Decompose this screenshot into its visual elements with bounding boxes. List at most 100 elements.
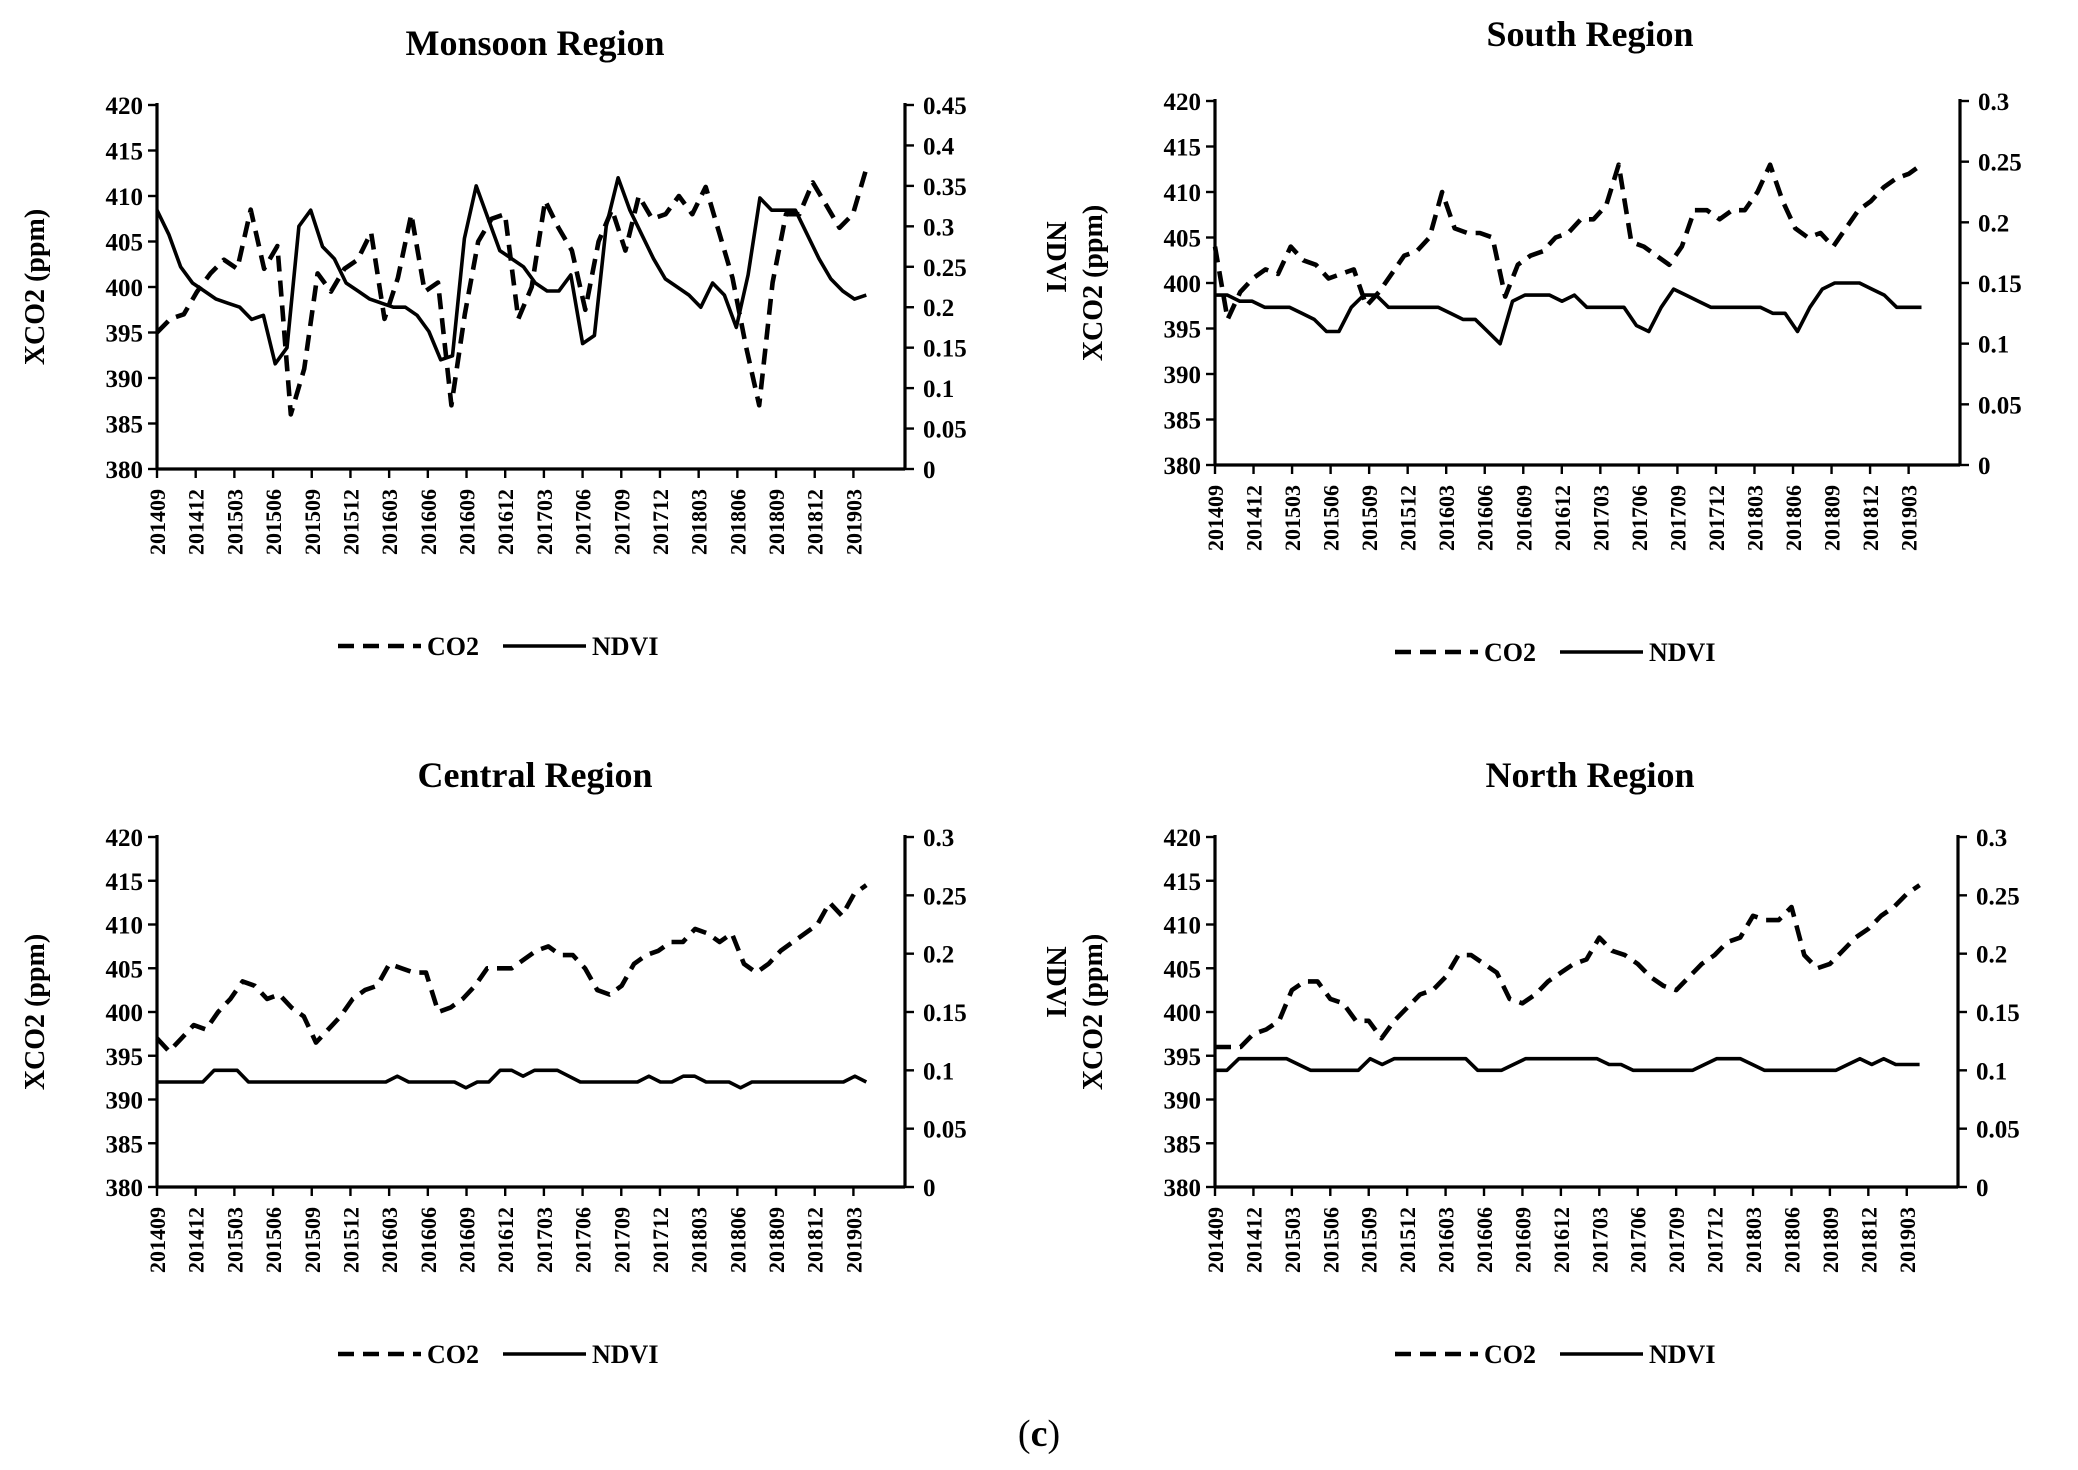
right-tick-label: 0.25 (923, 883, 967, 910)
legend: CO2 NDVI (1395, 638, 1715, 667)
legend-ndvi-label: NDVI (592, 632, 658, 661)
x-tick-label: 201603 (377, 489, 402, 555)
x-tick-label: 201503 (1280, 1207, 1305, 1273)
x-tick-label: 201803 (687, 489, 712, 555)
x-tick-label: 201712 (648, 1207, 673, 1273)
left-tick-label: 420 (1164, 825, 1202, 852)
left-tick-label: 405 (106, 956, 144, 983)
co2-series-line (155, 883, 868, 1054)
co2-series-line (1215, 883, 1921, 1050)
right-tick-label: 0.05 (1976, 1117, 2020, 1144)
chart-title: Central Region (418, 755, 653, 795)
south-region-panel: South Region 380 385 390 395 400 405 410 415 420 0… (1078, 14, 2022, 667)
x-tick-label: 201903 (1897, 485, 1922, 551)
co2-series-line (155, 168, 869, 417)
left-tick-label: 400 (1164, 271, 1202, 298)
x-tick-label: 201703 (1587, 1207, 1612, 1273)
x-tick-label: 201809 (1818, 1207, 1843, 1273)
x-tick-label: 201706 (571, 1207, 596, 1273)
left-tick-label: 415 (106, 869, 144, 896)
right-tick-label: 0.2 (923, 942, 954, 969)
legend: CO2 NDVI (338, 1340, 658, 1369)
x-tick-label: 201903 (841, 489, 866, 555)
x-tick-label: 201603 (1434, 1207, 1459, 1273)
ndvi-series-line (157, 1068, 868, 1090)
x-tick-label: 201412 (1241, 1207, 1266, 1273)
x-tick-label: 201903 (1895, 1207, 1920, 1273)
x-tick-label: 201606 (416, 1207, 441, 1273)
right-tick-label: 0.1 (923, 1058, 954, 1085)
x-tick-label: 201706 (1627, 485, 1652, 551)
x-tick-label: 201606 (416, 489, 441, 555)
x-tick-label: 201512 (1396, 485, 1421, 551)
x-tick-label: 201606 (1472, 1207, 1497, 1273)
left-tick-label: 410 (1164, 180, 1202, 207)
x-tick-label: 201612 (1549, 1207, 1574, 1273)
x-tick-label: 201803 (1741, 1207, 1766, 1273)
right-axis-title: NDVI (1040, 221, 1071, 293)
ndvi-series-line (1215, 1056, 1920, 1073)
right-tick-label: 0.4 (923, 133, 955, 160)
right-tick-label: 0.3 (923, 214, 954, 241)
x-tick-label: 201412 (1242, 485, 1267, 551)
x-tick-label: 201703 (532, 1207, 557, 1273)
right-tick-label: 0.05 (923, 417, 967, 444)
left-tick-label: 385 (1164, 408, 1202, 435)
x-tick-label: 201412 (184, 1207, 209, 1273)
x-tick-label: 201506 (261, 1207, 286, 1273)
x-tick-label: 201812 (803, 489, 828, 555)
x-tick-label: 201512 (338, 1207, 363, 1273)
chart-title: Monsoon Region (405, 23, 664, 63)
legend-ndvi-label: NDVI (1649, 638, 1715, 667)
legend-ndvi-label: NDVI (592, 1340, 658, 1369)
right-tick-label: 0.1 (1978, 332, 2009, 359)
right-tick-label: 0.05 (923, 1117, 967, 1144)
legend-co2-label: CO2 (1484, 1340, 1536, 1369)
x-tick-label: 201703 (532, 489, 557, 555)
left-tick-label: 415 (106, 139, 144, 166)
right-axis-title: NDVI (1040, 946, 1071, 1018)
ndvi-series-line (155, 176, 867, 366)
left-tick-label: 390 (1164, 1088, 1202, 1115)
left-axis-title: XCO2 (ppm) (1078, 934, 1109, 1090)
caption-open: ( (1017, 1413, 1031, 1455)
caption-close: ) (1047, 1413, 1061, 1455)
left-tick-label: 400 (106, 275, 144, 302)
x-tick-label: 201709 (1665, 485, 1690, 551)
left-tick-label: 395 (106, 321, 144, 348)
x-tick-label: 201612 (493, 1207, 518, 1273)
right-tick-label: 0.25 (1978, 150, 2022, 177)
right-tick-label: 0.25 (1976, 883, 2020, 910)
legend-ndvi-label: NDVI (1649, 1340, 1715, 1369)
right-tick-label: 0.05 (1978, 392, 2022, 419)
co2-series-line (1212, 162, 1923, 322)
left-tick-label: 400 (1164, 1000, 1202, 1027)
x-tick-label: 201706 (1626, 1207, 1651, 1273)
x-tick-label: 201806 (725, 489, 750, 555)
left-tick-label: 390 (106, 366, 144, 393)
x-tick-label: 201503 (222, 489, 247, 555)
x-tick-label: 201803 (1742, 485, 1767, 551)
x-tick-label: 201903 (841, 1207, 866, 1273)
x-tick-label: 201709 (609, 489, 634, 555)
x-tick-label: 201506 (1319, 485, 1344, 551)
right-tick-label: 0 (1978, 453, 1991, 480)
x-tick-label: 201612 (1550, 485, 1575, 551)
x-tick-label: 201609 (455, 489, 480, 555)
monsoon-region-panel: Monsoon Region 380 385 390 395 400 405 410 415 42… (20, 23, 1071, 661)
left-tick-label: 410 (106, 913, 144, 940)
x-tick-label: 201509 (1357, 1207, 1382, 1273)
left-axis-title: XCO2 (ppm) (20, 209, 51, 365)
left-tick-label: 420 (106, 93, 144, 120)
left-tick-label: 395 (1164, 1044, 1202, 1071)
x-tick-label: 201703 (1588, 485, 1613, 551)
x-tick-label: 201503 (1280, 485, 1305, 551)
x-tick-label: 201803 (687, 1207, 712, 1273)
x-tick-label: 201512 (338, 489, 363, 555)
x-tick-label: 201612 (493, 489, 518, 555)
left-tick-label: 385 (106, 1131, 144, 1158)
legend: CO2 NDVI (338, 632, 658, 661)
right-tick-label: 0.3 (1978, 89, 2009, 116)
left-tick-label: 415 (1164, 869, 1202, 896)
caption-label: c (1030, 1413, 1048, 1455)
